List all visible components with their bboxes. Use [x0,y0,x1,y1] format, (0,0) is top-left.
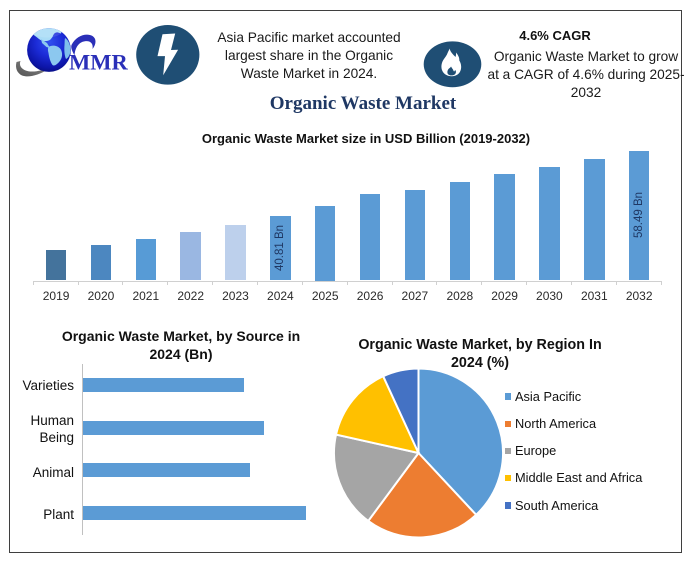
svg-text:MMR: MMR [69,50,128,75]
